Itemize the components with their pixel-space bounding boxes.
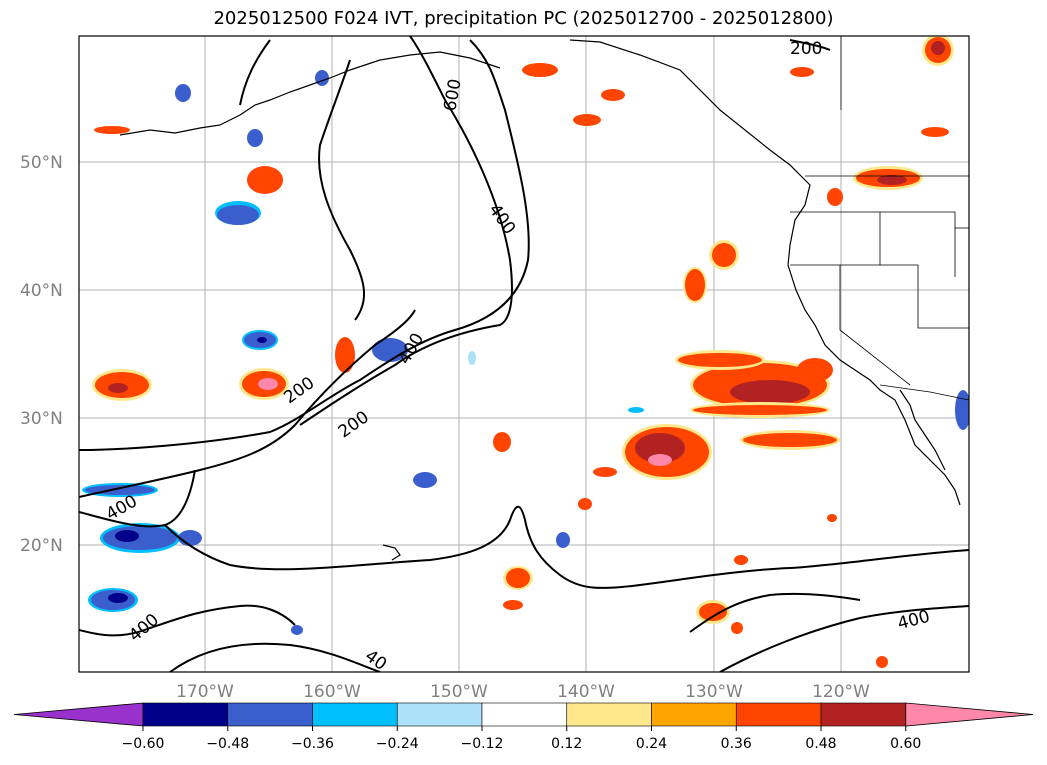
precip-blob-north <box>94 36 954 206</box>
colorbar-tick-label: −0.12 <box>461 736 504 752</box>
colorbar-segment <box>396 702 483 727</box>
colorbar-tick-label: 0.24 <box>636 736 667 752</box>
colorbar-segment <box>142 702 229 727</box>
precip-positive <box>92 36 954 668</box>
lon-label: 120°W <box>812 682 870 702</box>
lon-label: 150°W <box>430 682 488 702</box>
colorbar-tick-label: 0.36 <box>721 736 752 752</box>
colorbar-tick-label: 0.60 <box>890 736 921 752</box>
colorbar: −0.60 −0.48 −0.36 −0.24 −0.12 0.12 0.24 0.36 0.4… <box>13 702 1034 752</box>
precip-blob-central <box>622 424 712 480</box>
colorbar-segment <box>312 702 398 727</box>
lat-label: 30°N <box>20 409 63 429</box>
colorbar-segment <box>481 702 568 727</box>
colorbar-tick-label: 0.48 <box>805 736 836 752</box>
colorbar-extend-max <box>905 702 1034 727</box>
colorbar-segment <box>651 702 737 727</box>
colorbar-segment <box>820 702 907 727</box>
colorbar-tick-label: −0.60 <box>122 736 165 752</box>
contour-label: 200 <box>790 39 822 59</box>
coastlines <box>119 39 961 561</box>
colorbar-tick-label: −0.48 <box>206 736 249 752</box>
lon-label: 160°W <box>303 682 361 702</box>
lat-label: 20°N <box>20 536 63 556</box>
ivt-contours <box>79 36 969 672</box>
latitude-labels: 50°N 40°N 30°N 20°N <box>20 153 63 556</box>
colorbar-tick-label: −0.24 <box>376 736 419 752</box>
longitude-labels: 170°W 160°W 150°W 140°W 130°W 120°W <box>176 682 870 702</box>
political-borders <box>790 36 969 401</box>
lat-label: 40°N <box>20 281 63 301</box>
colorbar-segment <box>566 702 652 727</box>
gridlines <box>79 36 969 672</box>
colorbar-tick-label: 0.12 <box>551 736 582 752</box>
precip-blob-south <box>493 432 888 668</box>
precip-blob-west <box>92 166 739 401</box>
colorbar-extend-min <box>13 702 144 727</box>
precip-blob-east <box>675 350 840 450</box>
lon-label: 170°W <box>176 682 234 702</box>
colorbar-tick-label: −0.36 <box>291 736 334 752</box>
lat-label: 50°N <box>20 153 63 173</box>
lon-label: 130°W <box>685 682 743 702</box>
map-frame <box>78 35 970 673</box>
lon-label: 140°W <box>557 682 615 702</box>
colorbar-segment <box>227 702 313 727</box>
map-title: 2025012500 F024 IVT, precipitation PC (2… <box>213 8 834 29</box>
colorbar-segment <box>735 702 822 727</box>
